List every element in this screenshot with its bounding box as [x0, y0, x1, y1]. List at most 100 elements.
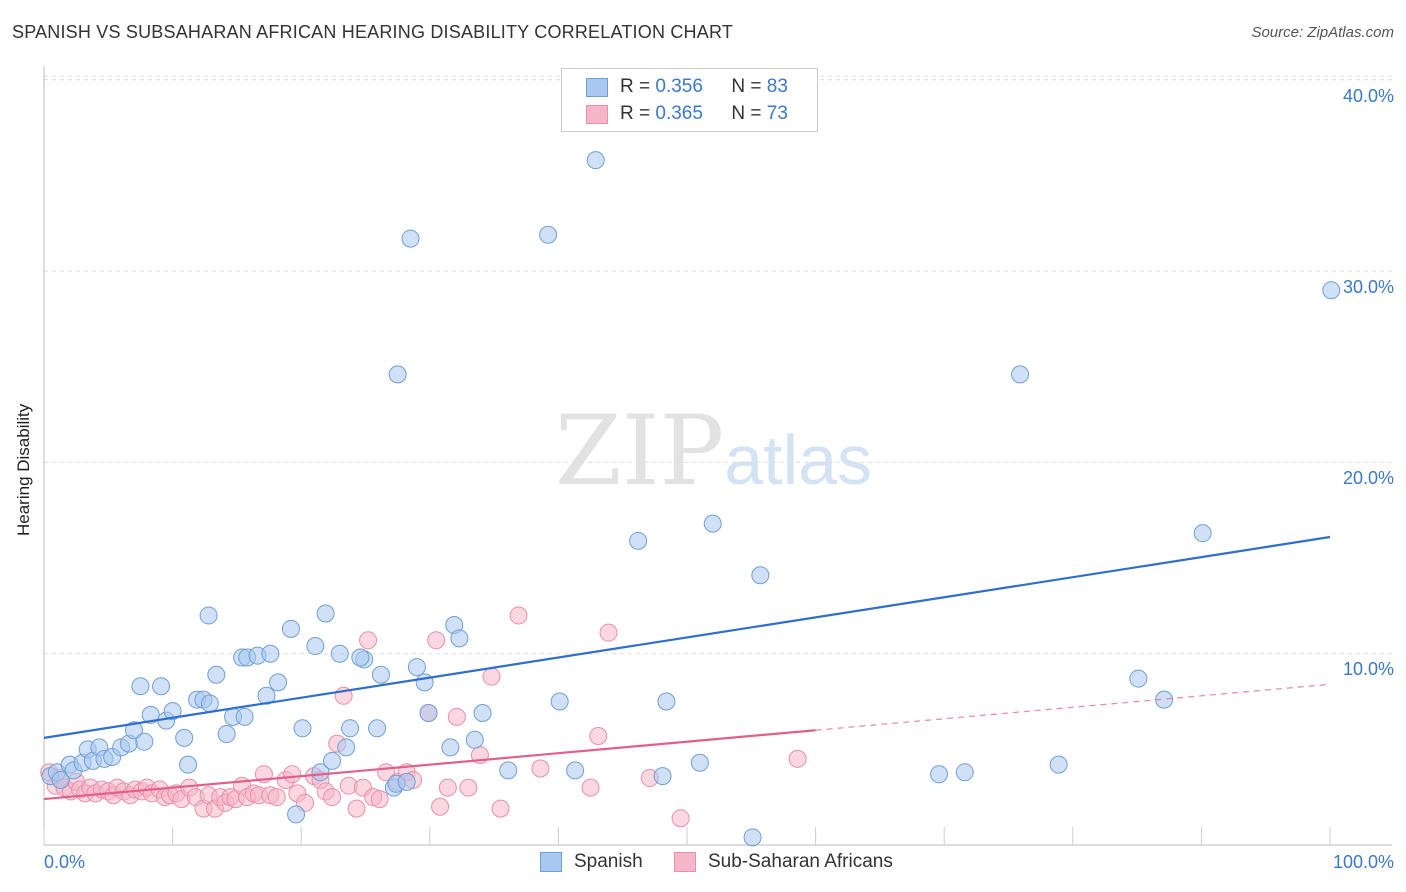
spanish-point	[955, 763, 974, 782]
africans-legend-label: Sub-Saharan Africans	[708, 851, 893, 872]
legend-row-spanish: R = 0.356 N = 83	[586, 75, 788, 99]
spanish-point	[293, 719, 312, 738]
spanish-point	[163, 702, 182, 721]
africans-point	[459, 778, 478, 797]
africans-point	[283, 765, 302, 784]
africans-point	[491, 799, 510, 818]
spanish-point	[473, 704, 492, 723]
spanish-point	[135, 732, 154, 751]
africans-point	[359, 631, 378, 650]
n-value: 73	[766, 103, 788, 124]
spanish-point	[388, 365, 407, 384]
africans-point	[431, 797, 450, 816]
x-tick-min: 0.0%	[44, 852, 86, 872]
africans-point	[370, 790, 389, 809]
africans-legend-swatch	[674, 852, 696, 872]
spanish-point	[368, 719, 387, 738]
spanish-point	[1049, 755, 1068, 774]
spanish-point	[341, 719, 360, 738]
spanish-point	[316, 604, 335, 623]
africans-point	[531, 759, 550, 778]
africans-trend-line	[43, 729, 816, 801]
spanish-point	[257, 686, 276, 705]
r-label: R =	[620, 103, 656, 124]
y-tick-30: 30.0%	[1342, 277, 1394, 297]
spanish-point	[629, 531, 648, 550]
africans-swatch	[586, 104, 608, 124]
spanish-point	[586, 151, 605, 170]
africans-point	[589, 726, 608, 745]
spanish-point	[1129, 669, 1148, 688]
r-value: 0.356	[655, 76, 703, 97]
spanish-legend-swatch	[540, 852, 562, 872]
spanish-point	[751, 566, 770, 585]
spanish-point	[690, 753, 709, 772]
africans-point	[447, 707, 466, 726]
bottom-legend-africans: Sub-Saharan Africans	[674, 851, 893, 873]
africans-point	[438, 778, 457, 797]
africans-point	[347, 799, 366, 818]
africans-point	[599, 623, 618, 642]
spanish-point	[1193, 524, 1212, 543]
spanish-point	[657, 692, 676, 711]
spanish-swatch	[586, 77, 608, 97]
spanish-point	[281, 619, 300, 638]
spanish-point	[419, 704, 438, 723]
spanish-point	[200, 694, 219, 713]
y-tick-40: 40.0%	[1342, 86, 1394, 106]
spanish-point	[207, 665, 226, 684]
spanish-point	[566, 761, 585, 780]
spanish-point	[401, 229, 420, 248]
spanish-point	[323, 751, 342, 770]
africans-point	[482, 667, 501, 686]
n-label: N =	[731, 103, 767, 124]
r-label: R =	[620, 76, 656, 97]
spanish-point	[217, 725, 236, 744]
spanish-point	[125, 721, 144, 740]
spanish-point	[441, 738, 460, 757]
spanish-point	[703, 514, 722, 533]
watermark: ZIPatlas	[555, 395, 872, 507]
spanish-point	[152, 677, 171, 696]
spanish-point	[371, 665, 390, 684]
spanish-point	[930, 765, 949, 784]
africans-point	[509, 606, 528, 625]
spanish-point	[1011, 365, 1030, 384]
spanish-point	[539, 225, 558, 244]
spanish-point	[306, 637, 325, 656]
spanish-point	[397, 772, 416, 791]
spanish-point	[465, 730, 484, 749]
n-value: 83	[766, 76, 788, 97]
spanish-point	[330, 644, 349, 663]
y-tick-20: 20.0%	[1342, 468, 1394, 488]
africans-point	[788, 749, 807, 768]
spanish-point	[131, 677, 150, 696]
spanish-point	[450, 629, 469, 648]
africans-point	[323, 788, 342, 807]
spanish-point	[743, 828, 762, 847]
spanish-trend-line	[43, 535, 1331, 739]
spanish-point	[261, 644, 280, 663]
x-tick-max: 100.0%	[1332, 852, 1394, 872]
africans-trend-extension	[815, 683, 1331, 731]
n-label: N =	[731, 76, 767, 97]
spanish-point	[175, 728, 194, 747]
spanish-point	[550, 692, 569, 711]
watermark-atlas: atlas	[724, 421, 873, 499]
spanish-point	[351, 648, 370, 667]
spanish-point	[337, 738, 356, 757]
spanish-point	[407, 658, 426, 677]
spanish-point	[311, 763, 330, 782]
spanish-point	[269, 673, 288, 692]
spanish-point	[199, 606, 218, 625]
spanish-legend-label: Spanish	[574, 851, 643, 872]
y-tick-10: 10.0%	[1342, 659, 1394, 679]
legend-row-africans: R = 0.365 N = 73	[586, 102, 788, 126]
spanish-point	[287, 805, 306, 824]
watermark-zip: ZIP	[555, 395, 725, 507]
spanish-point	[1322, 281, 1341, 300]
r-value: 0.365	[655, 103, 703, 124]
stats-legend: R = 0.356 N = 83 R = 0.365 N = 73	[561, 68, 818, 132]
africans-point	[671, 809, 690, 828]
